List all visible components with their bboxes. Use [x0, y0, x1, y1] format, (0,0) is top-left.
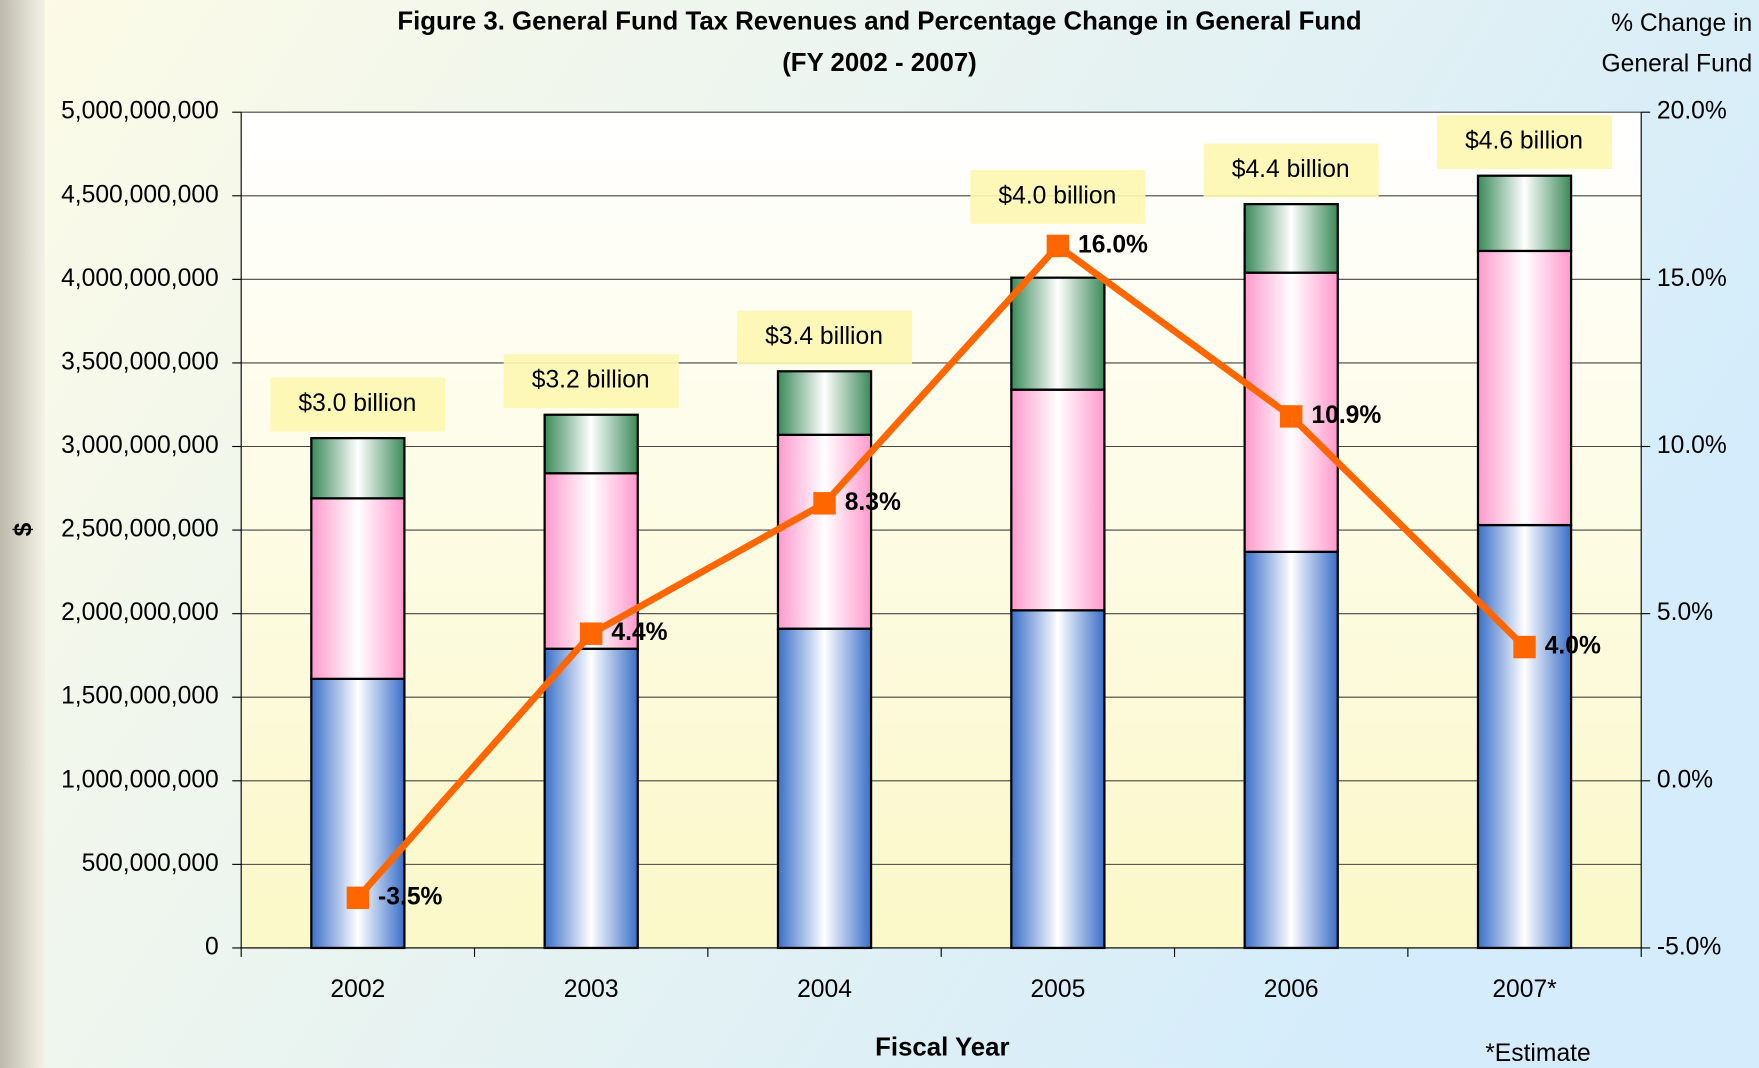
total-label: $4.4 billion — [1232, 156, 1350, 183]
bar-segment — [310, 677, 406, 950]
data-label: -3.5% — [378, 883, 442, 910]
x-tick-label: 2005 — [1030, 976, 1085, 1003]
total-label: $3.0 billion — [298, 390, 416, 417]
x-tick-label: 2003 — [564, 976, 619, 1003]
y-tick-label: 4,500,000,000 — [61, 181, 219, 208]
total-label-box — [1203, 143, 1379, 198]
side-band — [0, 0, 45, 1068]
total-label-box — [970, 169, 1146, 224]
data-label: 4.0% — [1545, 633, 1601, 660]
y2-tick-label: 0.0% — [1657, 766, 1713, 793]
x-tick-label: 2002 — [330, 976, 385, 1003]
y-tick-label: 0 — [205, 933, 219, 960]
total-label-box — [1437, 115, 1613, 169]
y2-axis-label: % Change in — [1611, 10, 1752, 37]
total-label-box — [503, 354, 679, 409]
bar-segment — [1476, 523, 1573, 950]
total-label-box — [737, 310, 913, 365]
bar-segment — [776, 370, 873, 436]
total-label: $3.4 billion — [765, 323, 883, 350]
y-tick-label: 1,000,000,000 — [61, 766, 219, 793]
line-marker — [346, 886, 370, 910]
y2-tick-label: 20.0% — [1657, 98, 1727, 125]
data-label: 8.3% — [845, 489, 901, 516]
y-tick-label: 2,000,000,000 — [61, 599, 219, 626]
bar-segment — [310, 497, 406, 680]
data-label: 16.0% — [1078, 231, 1148, 258]
total-label-box — [270, 377, 446, 432]
bar-segment — [543, 413, 639, 475]
line-series — [355, 241, 1527, 901]
line-marker — [579, 622, 603, 645]
bar-segment — [776, 627, 873, 950]
y-tick-label: 4,000,000,000 — [61, 265, 219, 292]
chart-subtitle: (FY 2002 - 2007) — [782, 49, 977, 77]
y-tick-label: 500,000,000 — [82, 850, 219, 877]
total-label: $4.0 billion — [998, 182, 1116, 209]
x-axis-label: Fiscal Year — [875, 1034, 1009, 1062]
line-marker — [1279, 405, 1303, 428]
bar-segment — [1243, 203, 1339, 274]
bar-segment — [1010, 609, 1106, 950]
chart-title: Figure 3. General Fund Tax Revenues and … — [397, 7, 1361, 35]
bar-segment — [1243, 550, 1339, 950]
total-label: $3.2 billion — [532, 367, 650, 394]
bar-segment — [1476, 174, 1573, 253]
line-marker — [1046, 234, 1070, 258]
bar-segment — [1010, 276, 1106, 391]
y-tick-label: 3,000,000,000 — [61, 432, 219, 459]
data-label: 10.9% — [1311, 402, 1381, 429]
total-label: $4.6 billion — [1465, 128, 1583, 155]
bar-segment — [1010, 388, 1106, 612]
y-tick-label: 3,500,000,000 — [61, 348, 219, 375]
line-marker — [1513, 635, 1536, 659]
y-tick-label: 2,500,000,000 — [61, 516, 219, 543]
y2-tick-label: 15.0% — [1657, 265, 1727, 292]
bar-segment — [310, 437, 406, 500]
bar-segment — [1476, 249, 1573, 527]
bar-segment — [543, 647, 639, 950]
y-tick-label: 5,000,000,000 — [61, 98, 219, 125]
y2-tick-label: 5.0% — [1657, 599, 1713, 626]
line-marker — [813, 492, 836, 515]
y2-axis-label: General Fund — [1601, 51, 1752, 78]
footnote: *Estimate — [1485, 1040, 1591, 1067]
data-label: 4.4% — [611, 619, 667, 646]
x-tick-label: 2007* — [1492, 976, 1557, 1003]
y-tick-label: 1,500,000,000 — [61, 683, 219, 710]
y2-tick-label: 10.0% — [1657, 432, 1727, 459]
x-tick-label: 2004 — [797, 976, 852, 1003]
x-tick-label: 2006 — [1264, 976, 1319, 1003]
y-axis-label: $ — [10, 522, 37, 536]
y2-tick-label: -5.0% — [1657, 933, 1721, 960]
